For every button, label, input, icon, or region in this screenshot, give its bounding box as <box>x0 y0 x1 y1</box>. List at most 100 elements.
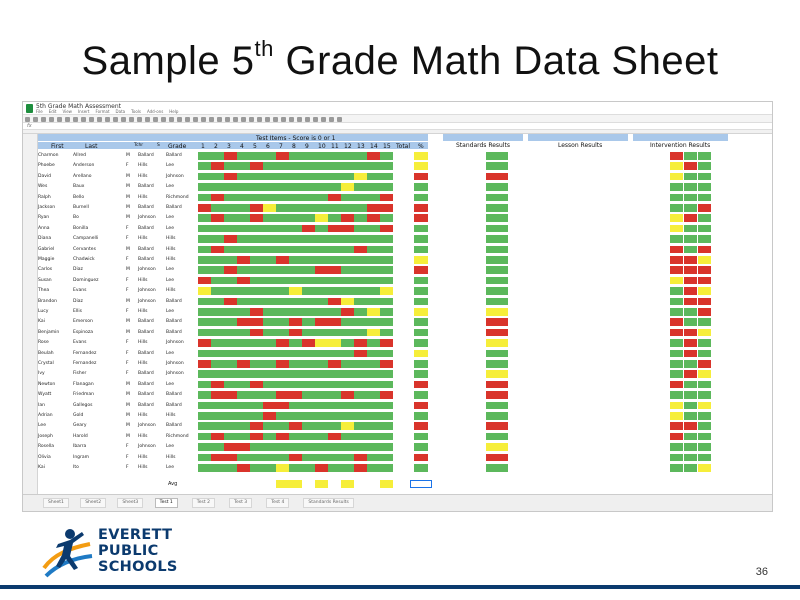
score-cell[interactable] <box>315 276 328 285</box>
percent-cell[interactable] <box>414 214 428 222</box>
score-cell[interactable] <box>315 401 328 410</box>
intervention-result-cell[interactable] <box>684 235 697 243</box>
score-cell[interactable] <box>276 443 289 451</box>
percent-cell[interactable] <box>414 297 428 306</box>
intervention-result-cell[interactable] <box>698 276 711 285</box>
score-cell[interactable] <box>380 152 393 160</box>
score-cell[interactable] <box>289 162 302 170</box>
standards-result-cell[interactable] <box>486 256 508 264</box>
score-cell[interactable] <box>328 422 341 430</box>
score-cell[interactable] <box>354 214 367 222</box>
selected-cell[interactable] <box>410 480 432 488</box>
intervention-result-cell[interactable] <box>670 276 683 285</box>
intervention-result-cell[interactable] <box>670 391 683 399</box>
score-cell[interactable] <box>263 276 276 285</box>
score-cell[interactable] <box>250 380 263 389</box>
score-cell[interactable] <box>250 308 263 316</box>
score-cell[interactable] <box>224 464 237 472</box>
score-cell[interactable] <box>250 318 263 326</box>
intervention-result-cell[interactable] <box>698 266 711 274</box>
score-cell[interactable] <box>380 318 393 326</box>
score-cell[interactable] <box>276 401 289 410</box>
percent-cell[interactable] <box>414 245 428 254</box>
score-cell[interactable] <box>237 297 250 306</box>
intervention-result-cell[interactable] <box>670 328 683 337</box>
score-cell[interactable] <box>224 328 237 337</box>
intervention-result-cell[interactable] <box>670 235 683 243</box>
score-cell[interactable] <box>328 152 341 160</box>
score-cell[interactable] <box>354 172 367 181</box>
toolbar-button-icon[interactable] <box>153 117 158 122</box>
toolbar-button-icon[interactable] <box>193 117 198 122</box>
score-cell[interactable] <box>263 380 276 389</box>
score-cell[interactable] <box>276 235 289 243</box>
standards-result-cell[interactable] <box>486 339 508 347</box>
intervention-result-cell[interactable] <box>698 412 711 420</box>
score-cell[interactable] <box>276 256 289 264</box>
percent-cell[interactable] <box>414 339 428 347</box>
intervention-result-cell[interactable] <box>684 370 697 378</box>
score-cell[interactable] <box>328 245 341 254</box>
toolbar-button-icon[interactable] <box>321 117 326 122</box>
intervention-result-cell[interactable] <box>670 193 683 202</box>
score-cell[interactable] <box>211 401 224 410</box>
intervention-result-cell[interactable] <box>684 464 697 472</box>
intervention-result-cell[interactable] <box>698 318 711 326</box>
score-cell[interactable] <box>341 152 354 160</box>
score-cell[interactable] <box>315 432 328 441</box>
toolbar-button-icon[interactable] <box>25 117 30 122</box>
toolbar-button-icon[interactable] <box>337 117 342 122</box>
average-cell[interactable] <box>380 480 393 488</box>
intervention-result-cell[interactable] <box>684 391 697 399</box>
intervention-result-cell[interactable] <box>698 193 711 202</box>
score-cell[interactable] <box>354 235 367 243</box>
score-cell[interactable] <box>250 172 263 181</box>
score-cell[interactable] <box>328 214 341 222</box>
score-cell[interactable] <box>250 287 263 295</box>
score-cell[interactable] <box>211 339 224 347</box>
percent-cell[interactable] <box>414 401 428 410</box>
score-cell[interactable] <box>328 401 341 410</box>
intervention-result-cell[interactable] <box>698 380 711 389</box>
score-cell[interactable] <box>289 318 302 326</box>
intervention-result-cell[interactable] <box>670 339 683 347</box>
score-cell[interactable] <box>289 349 302 358</box>
standards-result-cell[interactable] <box>486 162 508 170</box>
intervention-result-cell[interactable] <box>698 308 711 316</box>
score-cell[interactable] <box>224 349 237 358</box>
score-cell[interactable] <box>250 391 263 399</box>
score-cell[interactable] <box>237 214 250 222</box>
average-cell[interactable] <box>354 480 367 488</box>
toolbar-button-icon[interactable] <box>57 117 62 122</box>
score-cell[interactable] <box>354 391 367 399</box>
score-cell[interactable] <box>276 224 289 233</box>
score-cell[interactable] <box>263 349 276 358</box>
score-cell[interactable] <box>289 401 302 410</box>
formula-bar[interactable]: fx <box>23 123 772 130</box>
score-cell[interactable] <box>289 224 302 233</box>
score-cell[interactable] <box>237 453 250 462</box>
score-cell[interactable] <box>198 287 211 295</box>
standards-result-cell[interactable] <box>486 172 508 181</box>
score-cell[interactable] <box>354 204 367 212</box>
percent-cell[interactable] <box>414 183 428 191</box>
score-cell[interactable] <box>263 287 276 295</box>
score-cell[interactable] <box>354 245 367 254</box>
score-cell[interactable] <box>263 204 276 212</box>
score-cell[interactable] <box>328 308 341 316</box>
score-cell[interactable] <box>276 328 289 337</box>
intervention-result-cell[interactable] <box>684 152 697 160</box>
score-cell[interactable] <box>289 287 302 295</box>
score-cell[interactable] <box>198 370 211 378</box>
standards-result-cell[interactable] <box>486 349 508 358</box>
score-cell[interactable] <box>276 380 289 389</box>
intervention-result-cell[interactable] <box>698 453 711 462</box>
score-cell[interactable] <box>380 339 393 347</box>
intervention-result-cell[interactable] <box>670 443 683 451</box>
average-cell[interactable] <box>224 480 237 488</box>
score-cell[interactable] <box>276 276 289 285</box>
toolbar-button-icon[interactable] <box>329 117 334 122</box>
score-cell[interactable] <box>224 443 237 451</box>
score-cell[interactable] <box>328 235 341 243</box>
score-cell[interactable] <box>302 328 315 337</box>
